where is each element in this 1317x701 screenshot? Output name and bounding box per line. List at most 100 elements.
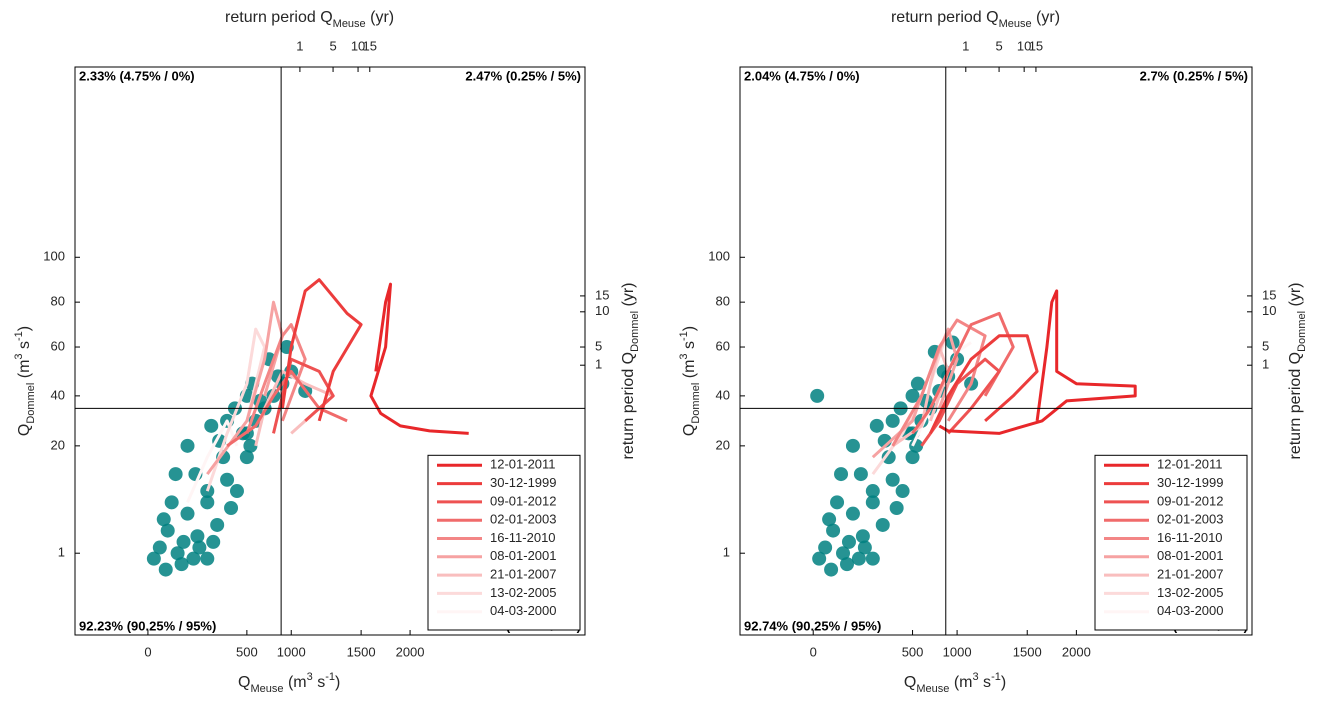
y-axis-label: QDommel (m3 s-1) — [13, 326, 37, 436]
y-axis-label-part: -1 — [13, 331, 25, 341]
observation-point — [156, 512, 171, 527]
observation-point — [889, 501, 904, 516]
observation-point — [200, 551, 215, 566]
x-tick-label: 2000 — [1062, 644, 1091, 659]
legend-label: 09-01-2012 — [490, 493, 557, 508]
observation-point — [174, 557, 189, 572]
x2-axis-label-part: (yr) — [366, 9, 394, 26]
x-tick-label: 1000 — [943, 644, 972, 659]
legend-label: 02-01-2003 — [490, 512, 557, 527]
observation-point — [160, 523, 175, 538]
event-line — [369, 282, 469, 435]
y2-axis-label: return period QDommel (yr) — [620, 283, 641, 460]
y2-axis-label-part: Dommel — [1296, 311, 1308, 352]
y-axis-label-part: ) — [16, 326, 33, 331]
observation-point — [865, 495, 880, 510]
y-axis-label: QDommel (m3 s-1) — [678, 326, 702, 436]
x2-axis-label-part: (yr) — [1032, 9, 1060, 26]
observation-point — [910, 376, 925, 391]
x2-tick-label: 10 — [351, 38, 365, 53]
y-axis-label-part: (m — [681, 360, 698, 383]
x2-tick-label: 15 — [363, 38, 377, 53]
x-tick-label: 1500 — [347, 644, 376, 659]
y-tick-label: 20 — [51, 437, 65, 452]
x-axis-label-part: Q — [904, 674, 916, 691]
y-tick-label: 100 — [43, 249, 65, 264]
legend-label: 08-01-2001 — [1157, 548, 1224, 563]
x2-tick-label: 15 — [1029, 38, 1043, 53]
x-tick-label: 2000 — [396, 644, 425, 659]
y2-tick-label: 10 — [1262, 303, 1276, 318]
y-tick-label: 60 — [51, 338, 65, 353]
legend-label: 21-01-2007 — [1157, 567, 1224, 582]
observation-point — [180, 506, 195, 521]
event-line — [245, 323, 307, 434]
x-axis-label-part: ) — [335, 674, 340, 691]
legend-label: 12-01-2011 — [490, 457, 556, 472]
observation-point — [855, 529, 870, 544]
observation-point — [824, 562, 839, 577]
observation-point — [905, 450, 920, 465]
event-line — [929, 334, 1039, 435]
corner-label: 92.23% (90.25% / 95%) — [79, 618, 216, 633]
x-axis-label-part: Q — [238, 674, 250, 691]
event-line — [186, 419, 239, 504]
observation-point — [830, 495, 845, 510]
observation-point — [176, 534, 191, 549]
observation-point — [881, 450, 896, 465]
legend-label: 30-12-1999 — [1157, 475, 1224, 490]
observation-point — [229, 484, 244, 499]
legend-label: 13-02-2005 — [1157, 585, 1224, 600]
x-axis-label-part: s — [979, 674, 991, 691]
legend-label: 16-11-2010 — [1157, 530, 1223, 545]
observation-point — [152, 540, 167, 555]
observation-point — [845, 438, 860, 453]
y-axis-label-part: Dommel — [690, 383, 702, 424]
event-line — [226, 369, 348, 448]
event-line — [280, 278, 363, 422]
x2-tick-label: 1 — [296, 38, 303, 53]
observation-point — [865, 551, 880, 566]
x2-axis-label-part: return period Q — [891, 9, 999, 26]
x2-tick-label: 1 — [962, 38, 969, 53]
y2-axis-label-part: Dommel — [629, 311, 641, 352]
x-axis-label-part: 3 — [972, 671, 978, 683]
observation-point — [885, 413, 900, 428]
x2-tick-label: 5 — [995, 38, 1002, 53]
observation-point — [812, 551, 827, 566]
observation-point — [220, 472, 235, 487]
observation-point — [834, 467, 849, 482]
event-line — [938, 289, 1137, 435]
observation-point — [865, 484, 880, 499]
x2-axis-label-part: Meuse — [333, 18, 366, 30]
legend-label: 09-01-2012 — [1157, 493, 1224, 508]
x-tick-label: 0 — [144, 644, 151, 659]
y2-axis-label-part: (yr) — [620, 283, 637, 311]
x-tick-label: 500 — [902, 644, 924, 659]
x-axis-label: QMeuse (m3 s-1) — [904, 671, 1006, 695]
corner-label: 2.7% (0.25% / 5%) — [1140, 68, 1248, 83]
observation-point — [851, 551, 866, 566]
x-tick-label: 500 — [236, 644, 258, 659]
y-tick-label: 40 — [716, 387, 730, 402]
observation-point — [836, 546, 851, 561]
y-tick-label: 100 — [708, 249, 730, 264]
x2-axis-label: return period QMeuse (yr) — [891, 9, 1060, 30]
observation-point — [845, 506, 860, 521]
y2-axis-label-part: (yr) — [1287, 283, 1304, 311]
x-axis-label-part: (m — [284, 674, 307, 691]
y2-tick-label: 15 — [595, 287, 609, 302]
x-axis-label-part: -1 — [325, 671, 335, 683]
y-tick-label: 80 — [51, 294, 65, 309]
observation-point — [190, 529, 205, 544]
observation-point — [885, 472, 900, 487]
x-axis-label-part: Meuse — [251, 683, 284, 695]
y2-axis-label-part: return period Q — [1287, 352, 1304, 460]
y-axis-label-part: (m — [16, 360, 33, 383]
observation-point — [822, 512, 837, 527]
legend-label: 04-03-2000 — [490, 603, 557, 618]
x-axis-label-part: Meuse — [916, 683, 949, 695]
observation-point — [206, 534, 221, 549]
y-tick-label: 20 — [716, 437, 730, 452]
observation-point — [158, 562, 173, 577]
